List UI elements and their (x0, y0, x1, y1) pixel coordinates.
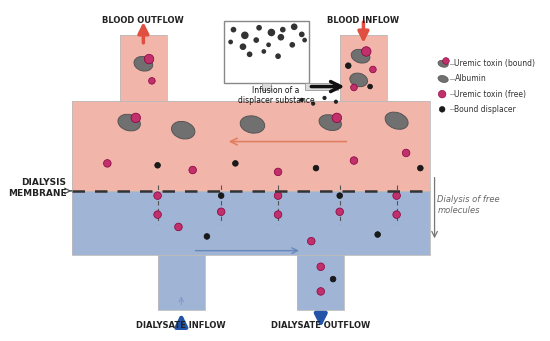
Circle shape (350, 157, 358, 164)
Text: DIALYSIS
MEMBRANE: DIALYSIS MEMBRANE (8, 178, 67, 198)
Circle shape (155, 162, 161, 168)
Ellipse shape (351, 49, 370, 63)
Circle shape (299, 31, 305, 37)
Ellipse shape (134, 57, 153, 71)
Text: Infusion of a
displacer substance: Infusion of a displacer substance (238, 86, 315, 105)
Circle shape (228, 40, 233, 44)
Circle shape (332, 113, 342, 123)
Circle shape (311, 102, 315, 106)
Circle shape (361, 47, 371, 56)
Circle shape (274, 211, 282, 218)
Circle shape (218, 193, 224, 198)
Circle shape (275, 53, 281, 59)
Circle shape (350, 84, 358, 91)
Text: Dialysis of free
molecules: Dialysis of free molecules (437, 195, 500, 215)
Ellipse shape (350, 73, 367, 87)
Circle shape (393, 192, 400, 199)
Circle shape (204, 234, 210, 239)
Circle shape (317, 288, 324, 295)
FancyBboxPatch shape (158, 255, 205, 310)
Circle shape (217, 208, 225, 216)
Circle shape (330, 276, 336, 282)
Circle shape (233, 161, 238, 166)
FancyBboxPatch shape (297, 255, 344, 310)
Ellipse shape (118, 114, 140, 131)
Circle shape (345, 63, 351, 69)
Circle shape (317, 263, 324, 270)
Circle shape (291, 24, 298, 30)
Circle shape (443, 58, 449, 64)
Circle shape (370, 66, 376, 73)
Circle shape (274, 168, 282, 176)
Ellipse shape (319, 115, 342, 131)
Text: Uremic toxin (bound): Uremic toxin (bound) (454, 59, 536, 68)
Circle shape (189, 166, 196, 174)
Text: Albumin: Albumin (454, 74, 486, 84)
Circle shape (274, 192, 282, 199)
Circle shape (375, 232, 381, 237)
Circle shape (247, 51, 252, 57)
Text: BLOOD OUTFLOW: BLOOD OUTFLOW (102, 16, 184, 25)
Circle shape (268, 29, 275, 36)
Circle shape (148, 77, 155, 84)
FancyBboxPatch shape (305, 83, 338, 90)
FancyBboxPatch shape (72, 101, 430, 191)
Circle shape (313, 165, 319, 171)
Text: DIALYSATE OUTFLOW: DIALYSATE OUTFLOW (271, 321, 370, 330)
Circle shape (256, 25, 262, 31)
Circle shape (103, 160, 111, 167)
Circle shape (300, 98, 304, 102)
Ellipse shape (172, 121, 195, 139)
Circle shape (154, 192, 161, 199)
FancyBboxPatch shape (72, 191, 430, 255)
Circle shape (322, 96, 327, 100)
Circle shape (334, 100, 338, 104)
Circle shape (438, 90, 446, 98)
Circle shape (402, 149, 410, 157)
Ellipse shape (240, 116, 265, 133)
Circle shape (336, 208, 344, 216)
Circle shape (289, 42, 295, 48)
Circle shape (417, 165, 423, 171)
Circle shape (439, 106, 445, 112)
Text: Uremic toxin (free): Uremic toxin (free) (454, 90, 526, 99)
Ellipse shape (438, 60, 448, 67)
Text: Bound displacer: Bound displacer (454, 105, 516, 114)
Circle shape (368, 84, 372, 89)
Circle shape (278, 34, 284, 41)
Circle shape (240, 43, 246, 50)
Circle shape (131, 113, 140, 123)
Text: DIALYSATE INFLOW: DIALYSATE INFLOW (136, 321, 226, 330)
Text: BLOOD INFLOW: BLOOD INFLOW (327, 16, 399, 25)
Circle shape (307, 237, 315, 245)
Circle shape (393, 211, 400, 218)
Circle shape (280, 27, 285, 32)
Circle shape (254, 37, 259, 43)
Ellipse shape (438, 75, 448, 83)
FancyBboxPatch shape (262, 83, 271, 90)
Circle shape (230, 27, 236, 32)
Circle shape (175, 223, 182, 231)
Ellipse shape (385, 112, 408, 129)
Circle shape (154, 211, 161, 218)
FancyBboxPatch shape (120, 35, 167, 101)
FancyBboxPatch shape (340, 35, 387, 101)
Circle shape (302, 38, 307, 42)
FancyBboxPatch shape (224, 21, 309, 83)
Circle shape (261, 49, 266, 54)
Circle shape (144, 54, 154, 64)
Circle shape (241, 31, 249, 39)
Circle shape (337, 193, 343, 198)
Circle shape (266, 42, 271, 47)
